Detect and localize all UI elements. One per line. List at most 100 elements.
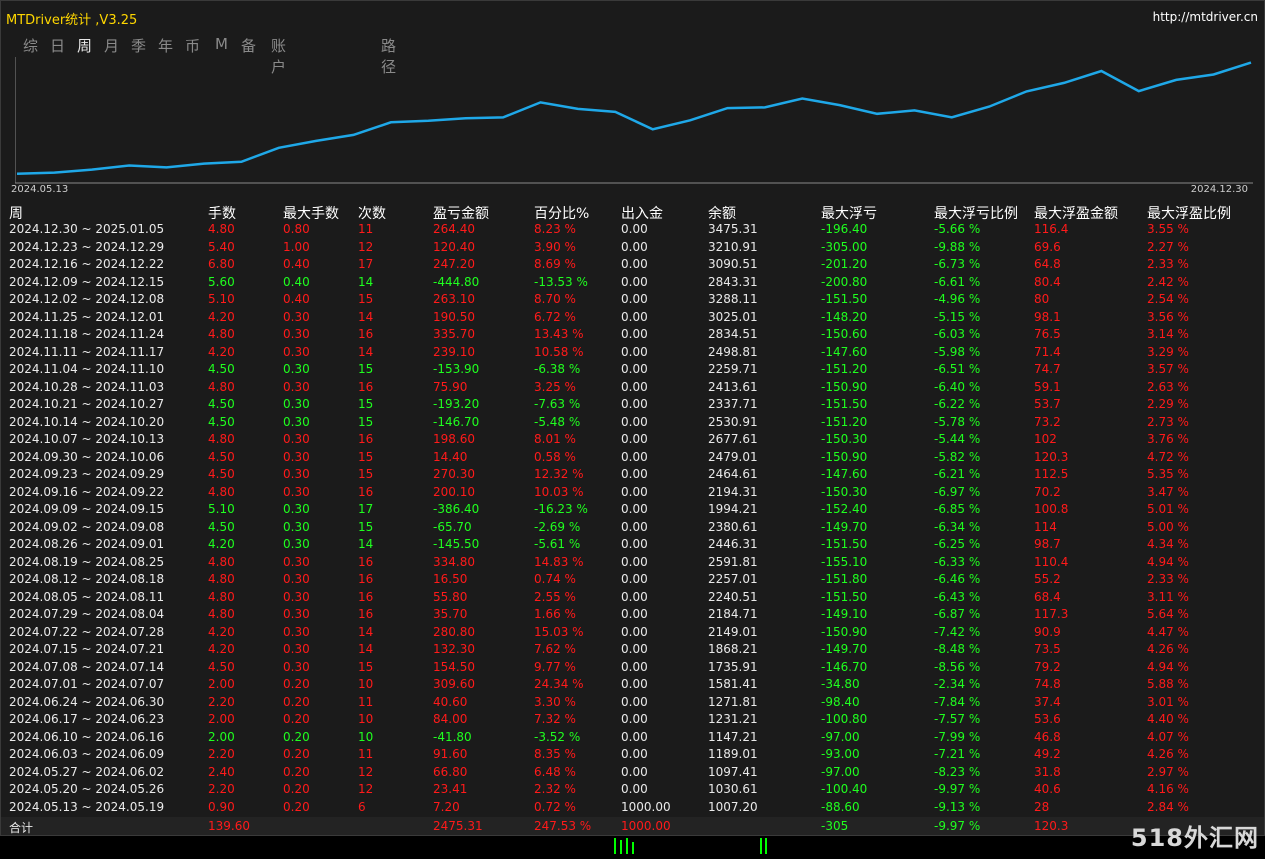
cell-pnl: 14.40 bbox=[433, 449, 468, 464]
table-row[interactable]: 2024.12.16 ~ 2024.12.22 6.80 0.40 17 247.20 8… bbox=[1, 256, 1265, 274]
table-row[interactable]: 2024.07.29 ~ 2024.08.04 4.80 0.30 16 35.70 1.… bbox=[1, 606, 1265, 624]
cell-max_lots: 0.30 bbox=[283, 344, 310, 359]
cell-lots: 2.00 bbox=[208, 729, 235, 744]
stats-panel: MTDriver统计 ,V3.25 http://mtdriver.cn 综日周… bbox=[0, 0, 1265, 836]
cell-max_dd_pct: -6.85 % bbox=[934, 502, 981, 516]
table-row[interactable]: 2024.05.27 ~ 2024.06.02 2.40 0.20 12 66.80 6.… bbox=[1, 764, 1265, 782]
table-row[interactable]: 2024.07.08 ~ 2024.07.14 4.50 0.30 15 154.50 9… bbox=[1, 659, 1265, 677]
column-header-week[interactable]: 周 bbox=[9, 206, 23, 222]
cell-io: 0.00 bbox=[621, 432, 648, 446]
tab-2[interactable]: 周 bbox=[77, 37, 93, 55]
cell-max_fp_pct: 4.94 % bbox=[1147, 554, 1189, 569]
column-header-balance[interactable]: 余额 bbox=[708, 206, 736, 222]
table-row[interactable]: 2024.07.22 ~ 2024.07.28 4.20 0.30 14 280.80 1… bbox=[1, 624, 1265, 642]
tab-9[interactable]: 账户 bbox=[271, 37, 287, 76]
table-row[interactable]: 2024.12.02 ~ 2024.12.08 5.10 0.40 15 263.10 8… bbox=[1, 291, 1265, 309]
table-row[interactable]: 2024.10.07 ~ 2024.10.13 4.80 0.30 16 198.60 8… bbox=[1, 431, 1265, 449]
cell-max_dd_pct: -6.43 % bbox=[934, 589, 981, 604]
table-row[interactable]: 2024.10.14 ~ 2024.10.20 4.50 0.30 15 -146.70… bbox=[1, 414, 1265, 432]
tab-8[interactable]: 备 bbox=[241, 37, 257, 55]
tab-3[interactable]: 月 bbox=[104, 37, 120, 55]
app-title: MTDriver统计 ,V3.25 bbox=[6, 13, 138, 28]
tab-1[interactable]: 日 bbox=[50, 37, 66, 55]
cell-max_lots: 0.30 bbox=[283, 397, 310, 411]
cell-pnl: -444.80 bbox=[433, 274, 480, 289]
table-row[interactable]: 2024.09.16 ~ 2024.09.22 4.80 0.30 16 200.10 1… bbox=[1, 484, 1265, 502]
cell-lots: 4.50 bbox=[208, 449, 235, 464]
table-row[interactable]: 2024.06.17 ~ 2024.06.23 2.00 0.20 10 84.00 7.… bbox=[1, 711, 1265, 729]
table-row[interactable]: 2024.10.21 ~ 2024.10.27 4.50 0.30 15 -193.20… bbox=[1, 396, 1265, 414]
table-row[interactable]: 2024.11.18 ~ 2024.11.24 4.80 0.30 16 335.70 1… bbox=[1, 326, 1265, 344]
cell-max_fp_pct: 3.29 % bbox=[1147, 344, 1189, 359]
cell-max_dd_pct: -6.61 % bbox=[934, 274, 981, 289]
table-row[interactable]: 2024.05.13 ~ 2024.05.19 0.90 0.20 6 7.20 0.72… bbox=[1, 799, 1265, 817]
cell-max_dd_pct: -5.15 % bbox=[934, 309, 981, 324]
table-row[interactable]: 2024.07.15 ~ 2024.07.21 4.20 0.30 14 132.30 7… bbox=[1, 641, 1265, 659]
cell-week: 2024.08.12 ~ 2024.08.18 bbox=[9, 572, 165, 586]
column-header-max_dd_pct[interactable]: 最大浮亏比例 bbox=[934, 206, 1018, 222]
table-row[interactable]: 2024.05.20 ~ 2024.05.26 2.20 0.20 12 23.41 2.… bbox=[1, 781, 1265, 799]
table-row[interactable]: 2024.09.02 ~ 2024.09.08 4.50 0.30 15 -65.70 -… bbox=[1, 519, 1265, 537]
column-header-max_dd[interactable]: 最大浮亏 bbox=[821, 206, 877, 222]
table-row[interactable]: 2024.09.30 ~ 2024.10.06 4.50 0.30 15 14.40 0.… bbox=[1, 449, 1265, 467]
cell-max_dd: -151.50 bbox=[821, 397, 868, 411]
cell-max_dd_pct: -6.34 % bbox=[934, 519, 981, 534]
cell-count: 16 bbox=[358, 432, 374, 446]
cell-max_fp_pct: 3.11 % bbox=[1147, 589, 1189, 604]
table-row[interactable]: 2024.06.10 ~ 2024.06.16 2.00 0.20 10 -41.80 -… bbox=[1, 729, 1265, 747]
site-url-link[interactable]: http://mtdriver.cn bbox=[1152, 10, 1258, 24]
table-row[interactable]: 2024.11.25 ~ 2024.12.01 4.20 0.30 14 190.50 6… bbox=[1, 309, 1265, 327]
cell-lots: 4.80 bbox=[208, 572, 235, 586]
tab-7[interactable]: M bbox=[215, 35, 228, 53]
tab-0[interactable]: 综 bbox=[23, 37, 39, 55]
cell-max_dd: -201.20 bbox=[821, 257, 868, 271]
cell-io: 0.00 bbox=[621, 659, 648, 674]
table-row[interactable]: 2024.08.19 ~ 2024.08.25 4.80 0.30 16 334.80 1… bbox=[1, 554, 1265, 572]
cell-pct: 13.43 % bbox=[534, 327, 584, 341]
cell-max_dd: -196.40 bbox=[821, 222, 868, 236]
cell-count: 16 bbox=[358, 554, 374, 569]
tab-6[interactable]: 币 bbox=[185, 37, 201, 55]
table-row[interactable]: 2024.09.23 ~ 2024.09.29 4.50 0.30 15 270.30 1… bbox=[1, 466, 1265, 484]
column-header-max_lots[interactable]: 最大手数 bbox=[283, 206, 339, 222]
table-row[interactable]: 2024.10.28 ~ 2024.11.03 4.80 0.30 16 75.90 3.… bbox=[1, 379, 1265, 397]
tab-4[interactable]: 季 bbox=[131, 37, 147, 55]
table-row[interactable]: 2024.12.09 ~ 2024.12.15 5.60 0.40 14 -444.80… bbox=[1, 274, 1265, 292]
cell-max_fp: 49.2 bbox=[1034, 747, 1061, 761]
cell-max_fp_pct: 4.40 % bbox=[1147, 712, 1189, 726]
cell-max_dd: -305.00 bbox=[821, 239, 868, 254]
table-row[interactable]: 2024.12.23 ~ 2024.12.29 5.40 1.00 12 120.40 3… bbox=[1, 239, 1265, 257]
table-row[interactable]: 2024.06.03 ~ 2024.06.09 2.20 0.20 11 91.60 8.… bbox=[1, 746, 1265, 764]
table-row[interactable]: 2024.12.30 ~ 2025.01.05 4.80 0.80 11 264.40 8… bbox=[1, 221, 1265, 239]
cell-count: 12 bbox=[358, 764, 374, 779]
table-row[interactable]: 2024.08.12 ~ 2024.08.18 4.80 0.30 16 16.50 0.… bbox=[1, 571, 1265, 589]
table-row[interactable]: 2024.08.05 ~ 2024.08.11 4.80 0.30 16 55.80 2.… bbox=[1, 589, 1265, 607]
cell-lots: 4.80 bbox=[208, 607, 235, 621]
cell-io: 0.00 bbox=[621, 274, 648, 289]
tab-10[interactable]: 路径 bbox=[381, 37, 397, 76]
cell-lots: 6.80 bbox=[208, 257, 235, 271]
cell-pnl: 239.10 bbox=[433, 344, 475, 359]
column-header-pnl[interactable]: 盈亏金额 bbox=[433, 206, 489, 222]
table-row[interactable]: 2024.11.11 ~ 2024.11.17 4.20 0.30 14 239.10 1… bbox=[1, 344, 1265, 362]
column-header-max_fp_pct[interactable]: 最大浮盈比例 bbox=[1147, 206, 1231, 222]
column-header-max_fp[interactable]: 最大浮盈金额 bbox=[1034, 206, 1118, 222]
column-header-io[interactable]: 出入金 bbox=[621, 206, 663, 222]
cell-pct: 15.03 % bbox=[534, 624, 584, 639]
cell-max_dd_pct: -8.48 % bbox=[934, 642, 981, 656]
column-header-pct[interactable]: 百分比% bbox=[534, 206, 590, 222]
cell-max_lots: 0.30 bbox=[283, 554, 310, 569]
cell-io: 0.00 bbox=[621, 729, 648, 744]
cell-week: 2024.08.26 ~ 2024.09.01 bbox=[9, 537, 165, 551]
table-row[interactable]: 2024.08.26 ~ 2024.09.01 4.20 0.30 14 -145.50… bbox=[1, 536, 1265, 554]
table-row[interactable]: 2024.09.09 ~ 2024.09.15 5.10 0.30 17 -386.40… bbox=[1, 501, 1265, 519]
table-row[interactable]: 2024.07.01 ~ 2024.07.07 2.00 0.20 10 309.60 2… bbox=[1, 676, 1265, 694]
table-row[interactable]: 2024.06.24 ~ 2024.06.30 2.20 0.20 11 40.60 3.… bbox=[1, 694, 1265, 712]
cell-balance: 2413.61 bbox=[708, 379, 758, 394]
column-header-count[interactable]: 次数 bbox=[358, 206, 386, 222]
cell-count: 16 bbox=[358, 589, 374, 604]
tab-5[interactable]: 年 bbox=[158, 37, 174, 55]
cell-pnl: -386.40 bbox=[433, 502, 480, 516]
column-header-lots[interactable]: 手数 bbox=[208, 206, 236, 222]
table-row[interactable]: 2024.11.04 ~ 2024.11.10 4.50 0.30 15 -153.90… bbox=[1, 361, 1265, 379]
